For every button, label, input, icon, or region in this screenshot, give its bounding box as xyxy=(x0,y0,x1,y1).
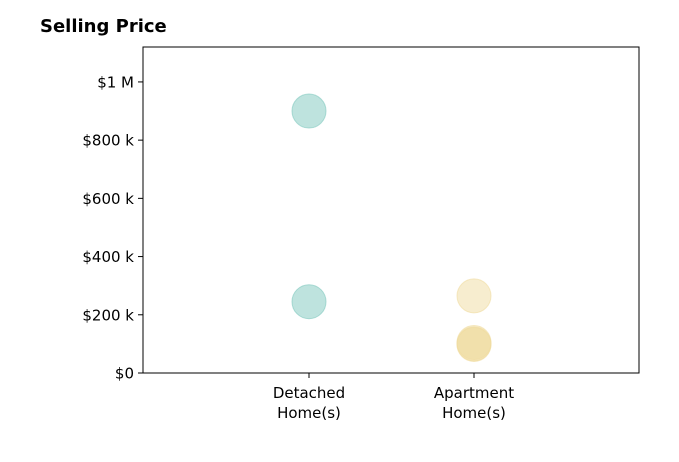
data-point xyxy=(291,284,327,320)
plot-frame xyxy=(142,46,640,374)
y-tick-label: $1 M xyxy=(97,73,134,91)
y-tick-label: $200 k xyxy=(82,306,134,324)
data-point xyxy=(291,93,327,129)
chart-title: Selling Price xyxy=(40,16,167,37)
y-tick-label: $800 k xyxy=(82,132,134,150)
y-tick-label: $0 xyxy=(115,365,134,383)
x-tick-label: Apartment Home(s) xyxy=(434,384,514,422)
data-point xyxy=(456,278,492,314)
y-tick-label: $400 k xyxy=(82,248,134,266)
y-tick-label: $600 k xyxy=(82,190,134,208)
data-point xyxy=(456,326,492,362)
x-tick-label: Detached Home(s) xyxy=(273,384,345,422)
